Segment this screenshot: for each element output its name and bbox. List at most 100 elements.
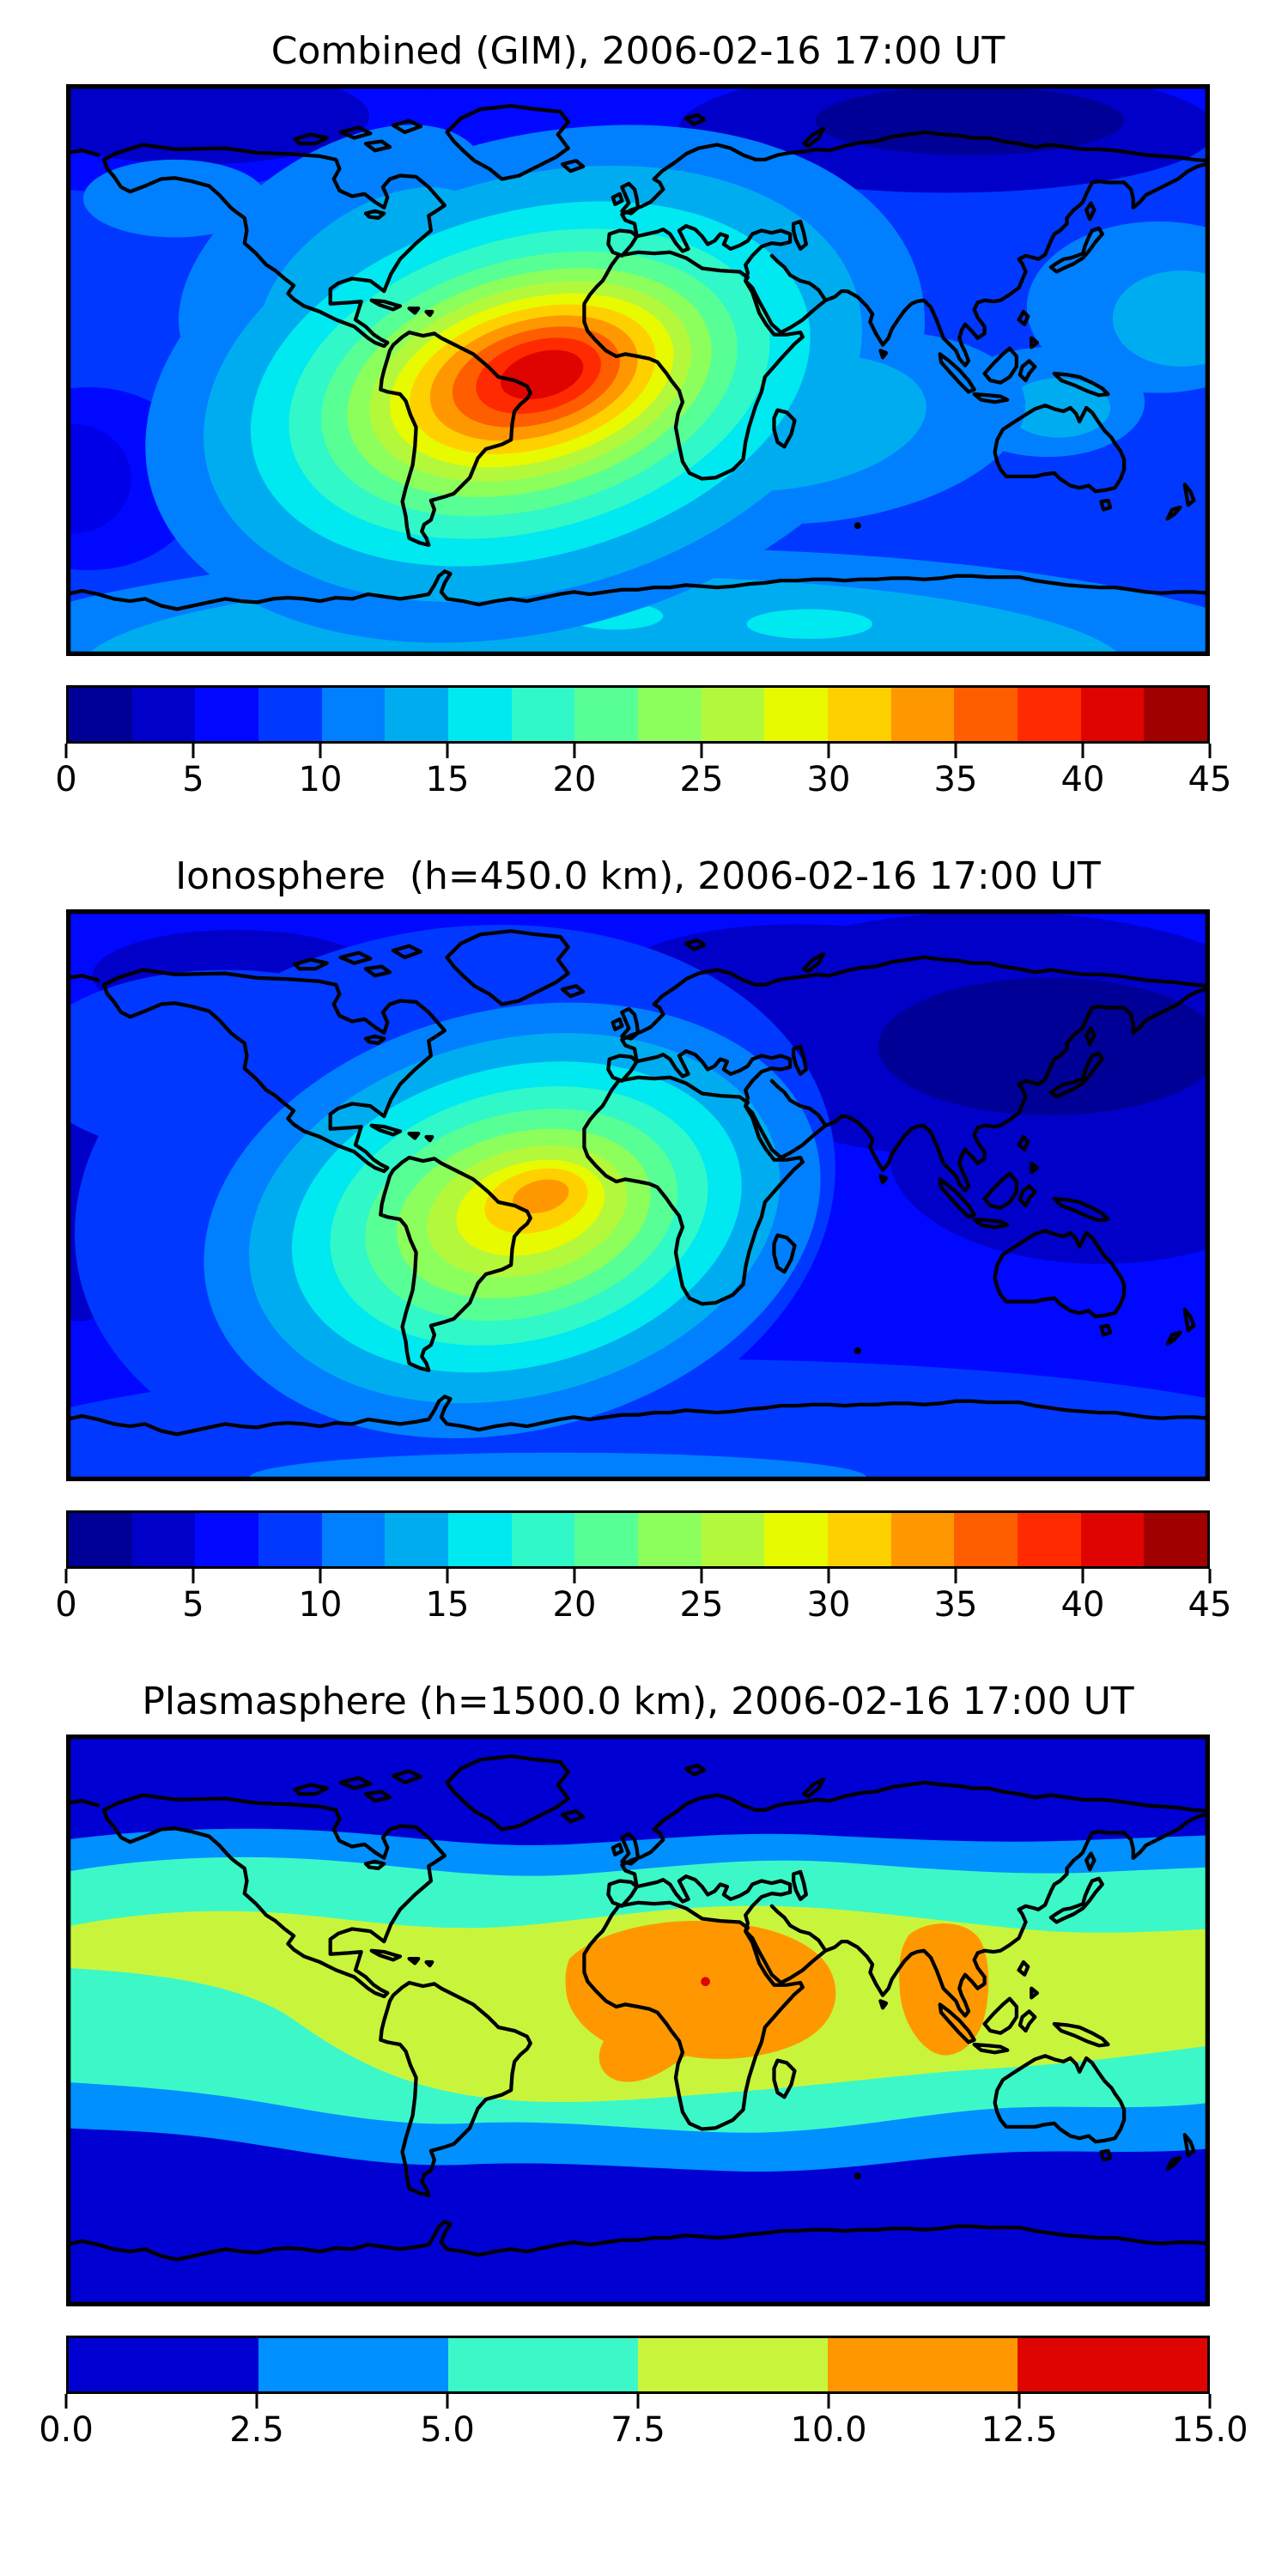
colorbar-tick [954,1568,957,1583]
colorbar-combined: 0 5 10 15 20 25 30 35 40 45 [55,684,1231,801]
colorbar-segment [828,1512,891,1566]
map-svg-plasmasphere [66,1734,1210,2306]
colorbar-tick [446,743,449,758]
colorbar-tick-label: 0.0 [39,2409,94,2450]
map-svg-combined [66,83,1210,656]
colorbar-tick [827,743,830,758]
colorbar-tick-label: 5 [182,1584,204,1625]
colorbar-segment [890,687,955,741]
colorbar-tick-label: 2.5 [229,2409,284,2450]
colorbar-tick [1208,1568,1212,1583]
colorbar-segment [195,1512,259,1566]
colorbar-bar [66,1510,1210,1569]
colorbar-tick [827,2393,830,2409]
colorbar-ticks [64,1568,1212,1583]
colorbar-labels: 0.0 2.5 5.0 7.5 10.0 12.5 15.0 [39,2409,1248,2451]
colorbar-tick [64,1568,68,1583]
colorbar-tick [319,1568,322,1583]
contour-shape [746,609,873,639]
panel-combined: Combined (GIM), 2006-02-16 17:00 UT 0 5 10… [0,29,1288,801]
map-combined [66,83,1210,656]
colorbar-tick [64,2393,68,2409]
colorbar-segment [1080,687,1145,741]
map-border [66,1734,1210,2306]
panel-ionosphere: Ionosphere (h=450.0 km), 2006-02-16 17:0… [0,854,1288,1626]
colorbar-tick [1081,1568,1084,1583]
colorbar-tick [191,1568,195,1583]
contour-shape [82,159,267,238]
map-border [66,908,1210,1481]
colorbar-tick-label: 10 [298,759,343,799]
colorbar-segment [1144,1512,1208,1566]
colorbar-segment [574,1512,639,1566]
colorbar-segment [131,1512,196,1566]
contour-shape [66,423,131,534]
colorbar-tick-label: 35 [933,1584,978,1625]
colorbar-segment [574,687,639,741]
colorbar-segment [448,2337,638,2391]
colorbar-segment [69,2337,258,2391]
panel-title-ionosphere: Ionosphere (h=450.0 km), 2006-02-16 17:0… [175,854,1101,898]
colorbar-tick [700,743,703,758]
colorbar-segment [258,1512,322,1566]
colorbar-tick [446,1568,449,1583]
colorbar-tick [255,2393,258,2409]
contour-shape [513,1179,569,1213]
colorbar-tick-label: 7.5 [611,2409,665,2450]
contour-shape [1112,270,1210,367]
colorbar-segment [890,1512,955,1566]
figure-tec-maps: Combined (GIM), 2006-02-16 17:00 UT 0 5 10… [0,29,1288,2451]
colorbar-tick-label: 12.5 [981,2409,1058,2450]
colorbar-segment [258,687,322,741]
colorbar-segment [195,687,259,741]
map-border [66,83,1210,656]
colorbar-tick-label: 15 [425,1584,470,1625]
colorbar-segment [954,687,1018,741]
contour-field-ionosphere [66,908,1210,1481]
colorbar-ionosphere: 0 5 10 15 20 25 30 35 40 45 [55,1510,1231,1626]
colorbar-ticks [64,2393,1212,2409]
contour-shape [501,349,584,399]
map-plasmasphere [66,1734,1210,2306]
colorbar-segment [638,1512,702,1566]
map-svg-ionosphere [66,908,1210,1481]
colorbar-tick [64,743,68,758]
colorbar-labels: 0 5 10 15 20 25 30 35 40 45 [55,1583,1231,1626]
colorbar-segment [1080,1512,1145,1566]
colorbar-tick-label: 15.0 [1171,2409,1249,2450]
colorbar-tick [1081,743,1084,758]
contour-shape [249,1452,867,1481]
panel-plasmasphere: Plasmasphere (h=1500.0 km), 2006-02-16 1… [0,1680,1288,2451]
colorbar-segment [1018,687,1081,741]
colorbar-tick-label: 0 [55,1584,77,1625]
colorbar-tick-label: 25 [679,759,724,799]
colorbar-segment [1018,1512,1081,1566]
colorbar-tick [1208,2393,1212,2409]
colorbar-tick-label: 0 [55,759,77,799]
panel-title-plasmasphere: Plasmasphere (h=1500.0 km), 2006-02-16 1… [142,1679,1134,1723]
colorbar-tick [319,743,322,758]
panel-title-combined: Combined (GIM), 2006-02-16 17:00 UT [270,29,1005,73]
colorbar-tick [446,2393,449,2409]
contour-shape [1007,378,1111,438]
colorbar-segment [385,1512,449,1566]
colorbar-segment [258,2337,448,2391]
colorbar-tick-label: 35 [933,759,978,799]
contour-field-combined [66,83,1210,656]
colorbar-tick-label: 20 [552,1584,597,1625]
contour-shape [815,86,1125,155]
colorbar-segment [828,2337,1018,2391]
colorbar-segment [448,687,512,741]
colorbar-segment [321,687,386,741]
colorbar-tick [1208,743,1212,758]
colorbar-tick-label: 40 [1060,1584,1105,1625]
colorbar-segment [701,1512,765,1566]
colorbar-segment [131,687,196,741]
colorbar-labels: 0 5 10 15 20 25 30 35 40 45 [55,758,1231,801]
colorbar-tick-label: 20 [552,759,597,799]
colorbar-segment [321,1512,386,1566]
colorbar-tick [636,2393,640,2409]
colorbar-segment [69,1512,132,1566]
colorbar-segment [69,687,132,741]
colorbar-tick [700,1568,703,1583]
